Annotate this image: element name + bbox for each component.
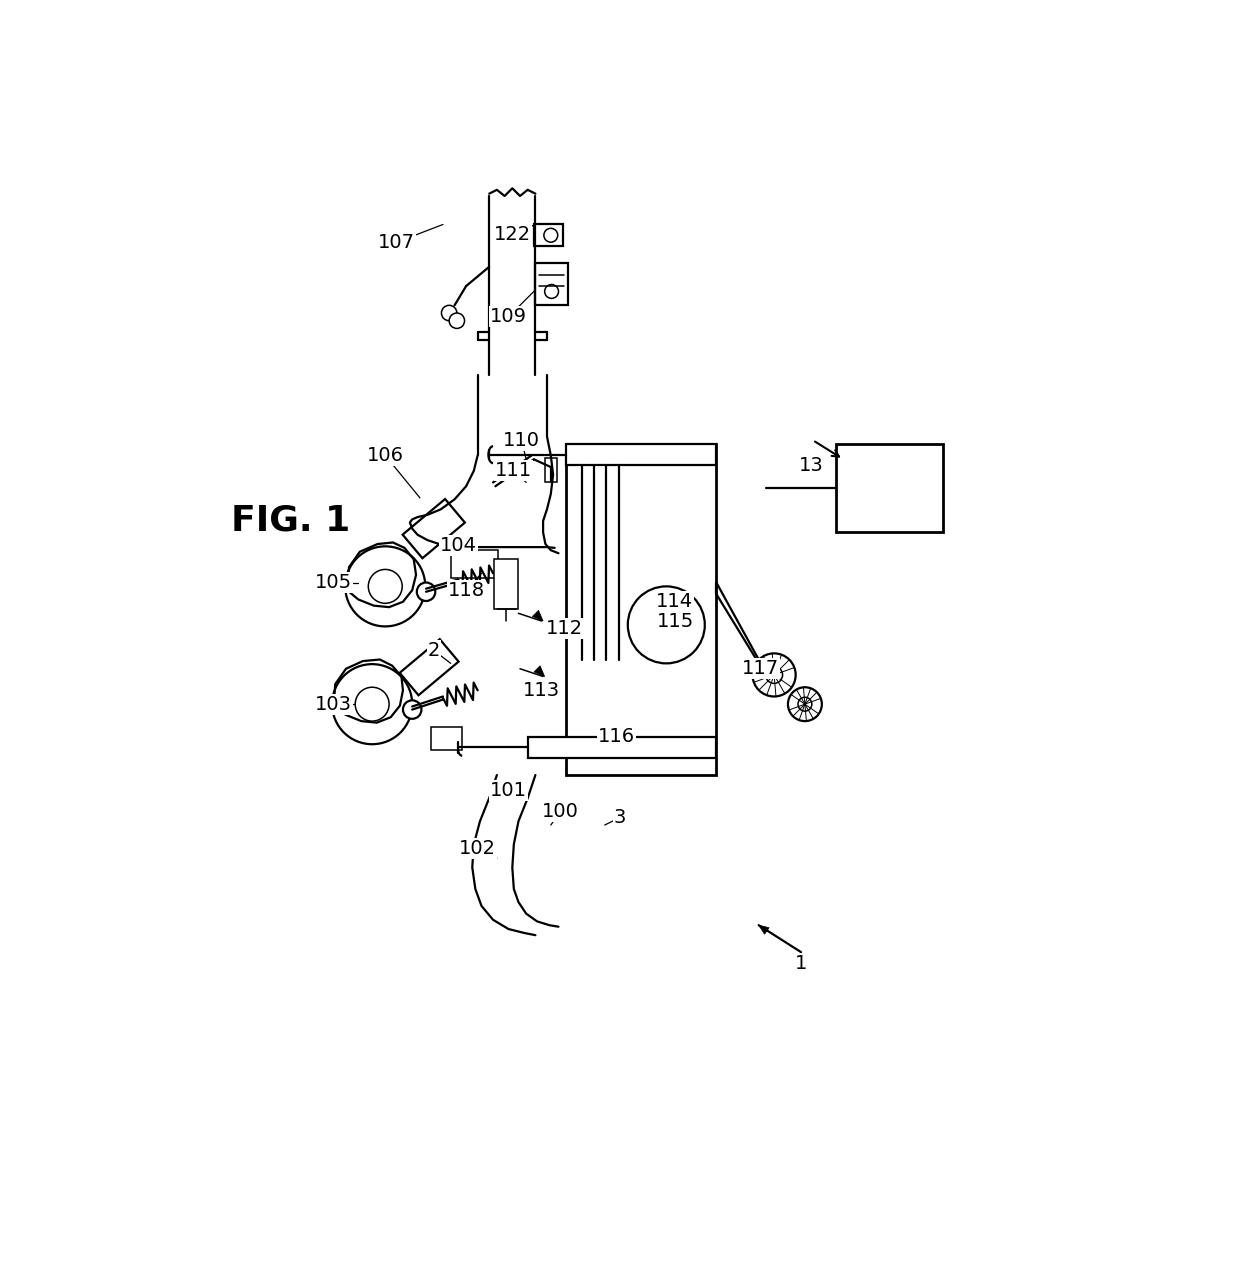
Circle shape xyxy=(544,228,558,242)
Text: 110: 110 xyxy=(503,430,541,450)
Text: FIG. 1: FIG. 1 xyxy=(231,504,351,538)
Text: 118: 118 xyxy=(448,581,485,600)
Text: 106: 106 xyxy=(367,446,404,465)
Text: 103: 103 xyxy=(315,695,352,714)
Text: 112: 112 xyxy=(546,619,583,638)
Text: 107: 107 xyxy=(378,233,415,252)
Text: 13: 13 xyxy=(799,456,823,475)
Circle shape xyxy=(627,586,704,663)
Circle shape xyxy=(787,687,822,721)
Bar xyxy=(432,728,463,750)
Bar xyxy=(836,444,944,532)
Polygon shape xyxy=(403,499,465,559)
Polygon shape xyxy=(399,639,459,695)
Text: 116: 116 xyxy=(598,728,635,747)
Text: 100: 100 xyxy=(542,802,579,821)
Text: 1: 1 xyxy=(795,955,807,973)
Bar xyxy=(567,444,717,465)
Circle shape xyxy=(441,305,456,320)
Text: 101: 101 xyxy=(490,781,527,799)
Text: 2: 2 xyxy=(428,641,440,660)
Circle shape xyxy=(403,700,422,719)
Circle shape xyxy=(368,570,402,603)
Text: 104: 104 xyxy=(440,536,477,555)
Text: 114: 114 xyxy=(656,593,693,612)
Text: 115: 115 xyxy=(657,612,694,630)
Text: 113: 113 xyxy=(523,681,560,700)
Bar xyxy=(534,224,563,246)
Circle shape xyxy=(753,653,796,696)
Text: 111: 111 xyxy=(495,462,532,480)
Bar xyxy=(536,264,568,305)
Polygon shape xyxy=(534,666,544,676)
Circle shape xyxy=(799,697,812,711)
Circle shape xyxy=(449,313,465,328)
Text: 122: 122 xyxy=(494,224,531,243)
Text: 117: 117 xyxy=(742,660,779,678)
Bar xyxy=(528,736,717,758)
Polygon shape xyxy=(759,926,769,934)
Bar xyxy=(494,560,518,609)
Text: 102: 102 xyxy=(459,839,496,857)
Circle shape xyxy=(345,546,425,627)
Circle shape xyxy=(765,667,782,683)
Circle shape xyxy=(417,583,435,601)
Text: 109: 109 xyxy=(490,308,527,327)
Polygon shape xyxy=(532,610,543,620)
Text: 105: 105 xyxy=(315,572,352,591)
Text: 3: 3 xyxy=(614,808,626,827)
Bar xyxy=(567,444,717,776)
Circle shape xyxy=(544,285,558,299)
Bar xyxy=(546,458,557,483)
Circle shape xyxy=(332,665,412,744)
Bar xyxy=(450,550,498,578)
Circle shape xyxy=(507,465,517,474)
Circle shape xyxy=(355,687,389,721)
